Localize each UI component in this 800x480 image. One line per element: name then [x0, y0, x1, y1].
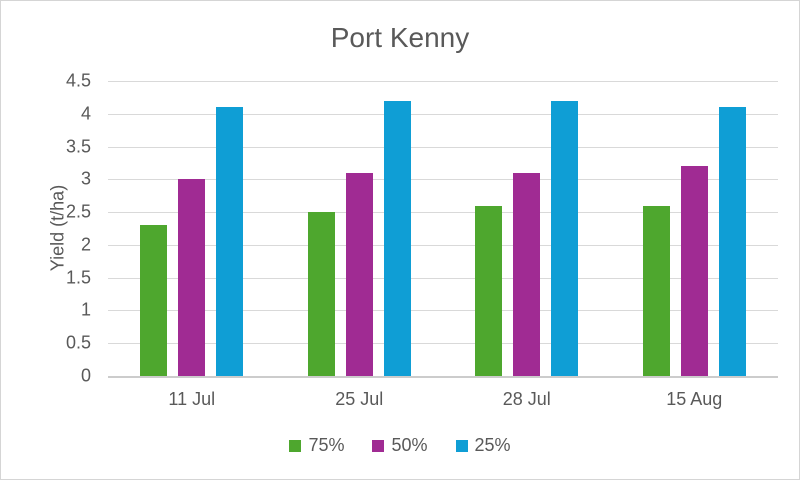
- y-tick-label: 4: [80, 103, 91, 124]
- bar-25pct-11-jul: [216, 107, 244, 376]
- gridline: [108, 179, 778, 181]
- chart-title: Port Kenny: [330, 22, 470, 53]
- gridline: [108, 343, 778, 345]
- bar-groups: [108, 81, 778, 376]
- y-tick-label: 4.5: [65, 70, 91, 91]
- legend-label-25pct: 25%: [474, 435, 511, 455]
- x-axis-label-25-jul: 25 Jul: [335, 389, 384, 409]
- bar-75pct-28-jul: [475, 205, 503, 376]
- gridline: [108, 277, 778, 279]
- y-axis-tick-labels: 4.5 4 3.5 3 2.5 2 1.5 1 0.5 0: [1, 71, 91, 386]
- plot-area: [108, 81, 778, 378]
- legend-item-50pct: 50%: [372, 435, 428, 456]
- y-tick-label: 3: [80, 168, 91, 189]
- bar-50pct-15-aug: [680, 166, 708, 376]
- legend-swatch-50pct: [372, 439, 385, 452]
- bar-group-15-aug: [611, 81, 779, 376]
- bar-50pct-25-jul: [345, 172, 373, 376]
- legend-swatch-25pct: [455, 439, 468, 452]
- bar-50pct-11-jul: [178, 179, 206, 376]
- bar-25pct-28-jul: [551, 100, 579, 376]
- y-tick-label: 2.5: [65, 201, 91, 222]
- gridline: [108, 113, 778, 115]
- y-tick-label: 3.5: [65, 136, 91, 157]
- gridline: [108, 310, 778, 312]
- bar-75pct-15-aug: [642, 205, 670, 376]
- legend-item-75pct: 75%: [289, 435, 344, 456]
- gridline: [108, 212, 778, 214]
- legend-label-50pct: 50%: [391, 435, 428, 455]
- legend-item-25pct: 25%: [455, 435, 511, 456]
- gridline: [108, 146, 778, 148]
- x-axis-labels: 11 Jul 25 Jul 28 Jul 15 Aug: [108, 389, 778, 410]
- gridline: [108, 81, 778, 82]
- y-tick-label: 1: [80, 299, 91, 320]
- legend-label-75pct: 75%: [308, 435, 345, 455]
- y-tick-label: 1.5: [65, 267, 91, 288]
- bar-group-25-jul: [276, 81, 444, 376]
- bar-25pct-15-aug: [718, 107, 746, 376]
- bar-50pct-28-jul: [513, 172, 541, 376]
- x-axis-label-15-aug: 15 Aug: [666, 389, 723, 409]
- bar-75pct-11-jul: [140, 225, 168, 376]
- legend: 75% 50% 25%: [1, 435, 799, 456]
- y-tick-label: 2: [80, 234, 91, 255]
- x-axis-label-28-jul: 28 Jul: [502, 389, 551, 409]
- y-tick-label: 0: [80, 365, 91, 386]
- bar-25pct-25-jul: [383, 100, 411, 376]
- gridline: [108, 244, 778, 246]
- y-tick-label: 0.5: [65, 332, 91, 353]
- bar-75pct-25-jul: [307, 212, 335, 376]
- x-axis-label-11-jul: 11 Jul: [168, 389, 216, 409]
- bar-group-11-jul: [108, 81, 276, 376]
- bar-group-28-jul: [443, 81, 611, 376]
- legend-swatch-75pct: [289, 439, 302, 452]
